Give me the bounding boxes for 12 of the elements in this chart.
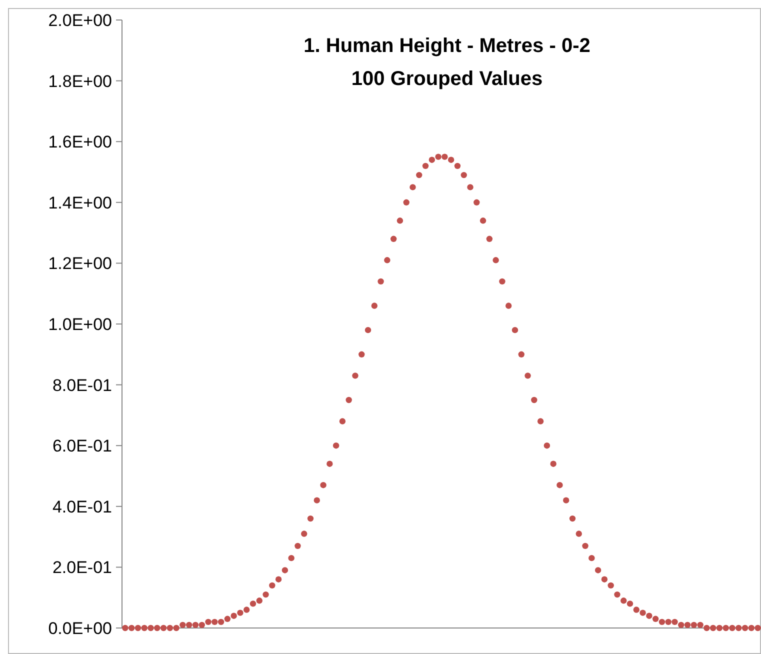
y-tick-label: 2.0E+00 xyxy=(48,10,112,30)
y-tick-label: 1.8E+00 xyxy=(48,72,112,91)
y-tick-label: 0.0E+00 xyxy=(48,618,112,638)
y-tick-label: 1.2E+00 xyxy=(48,254,112,274)
y-tick-label: 2.0E-01 xyxy=(52,558,112,578)
y-tick-label: 1.6E+00 xyxy=(48,132,112,152)
y-tick-label: 6.0E-01 xyxy=(52,436,112,456)
y-tick-label: 1.4E+00 xyxy=(48,193,112,212)
y-tick-label: 8.0E-01 xyxy=(52,376,112,395)
y-tick-label: 4.0E-01 xyxy=(52,497,112,516)
text: 1. Human Height - Metres - 0-2 100 Grouped Values xyxy=(304,35,590,90)
y-tick-label: 1.0E+00 xyxy=(48,314,112,334)
